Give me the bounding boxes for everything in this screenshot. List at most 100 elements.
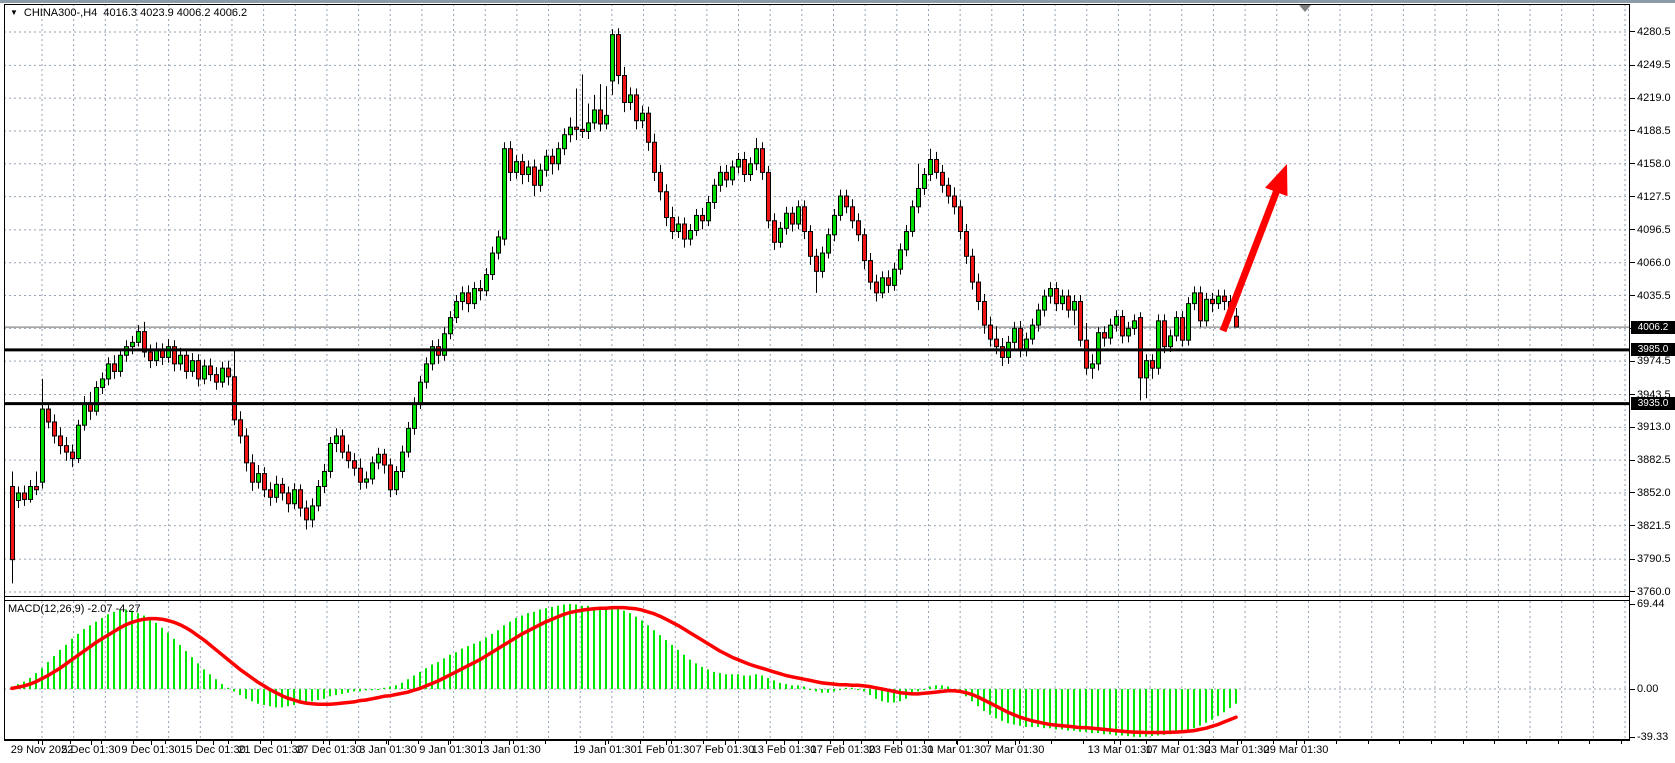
candle-bearish[interactable]: [622, 75, 627, 103]
candle-bearish[interactable]: [34, 486, 39, 491]
candle-bullish[interactable]: [130, 341, 135, 348]
candle-bullish[interactable]: [1048, 288, 1053, 297]
candle-bullish[interactable]: [718, 171, 723, 186]
candle-bullish[interactable]: [412, 403, 417, 429]
candle-bullish[interactable]: [400, 451, 405, 472]
candle-bearish[interactable]: [766, 171, 771, 222]
candle-bearish[interactable]: [862, 234, 867, 262]
candle-bearish[interactable]: [634, 94, 639, 122]
candle-bullish[interactable]: [1030, 324, 1035, 340]
candle-bearish[interactable]: [1234, 315, 1239, 328]
candle-bearish[interactable]: [940, 171, 945, 186]
candle-bullish[interactable]: [1156, 320, 1161, 369]
candle-bullish[interactable]: [604, 114, 609, 125]
candle-bullish[interactable]: [1108, 324, 1113, 339]
candle-bearish[interactable]: [520, 161, 525, 176]
candle-bullish[interactable]: [1036, 309, 1041, 326]
candle-bearish[interactable]: [682, 223, 687, 240]
candle-bullish[interactable]: [166, 346, 171, 358]
candle-bearish[interactable]: [226, 367, 231, 378]
candle-bearish[interactable]: [46, 408, 51, 423]
candle-bearish[interactable]: [856, 220, 861, 236]
candle-bearish[interactable]: [724, 171, 729, 181]
candle-bullish[interactable]: [610, 34, 615, 82]
candle-bearish[interactable]: [1102, 332, 1107, 339]
candle-bullish[interactable]: [82, 403, 87, 426]
candle-bullish[interactable]: [364, 478, 369, 483]
candle-bearish[interactable]: [214, 374, 219, 383]
candle-bearish[interactable]: [976, 281, 981, 302]
candle-bearish[interactable]: [184, 354, 189, 372]
candle-bearish[interactable]: [886, 277, 891, 286]
candle-bullish[interactable]: [76, 424, 81, 460]
candle-bullish[interactable]: [922, 174, 927, 190]
candle-bullish[interactable]: [568, 126, 573, 136]
price-chart-canvas[interactable]: [4, 4, 1630, 596]
candle-bullish[interactable]: [316, 486, 321, 507]
candle-bearish[interactable]: [196, 360, 201, 380]
candle-bullish[interactable]: [1192, 292, 1197, 305]
candle-bearish[interactable]: [1222, 295, 1227, 302]
candle-bearish[interactable]: [1078, 300, 1083, 341]
candle-bullish[interactable]: [94, 387, 99, 412]
candle-bearish[interactable]: [616, 34, 621, 77]
candle-bearish[interactable]: [1162, 320, 1167, 348]
chart-shift-marker-icon[interactable]: [1299, 5, 1311, 12]
candle-bearish[interactable]: [382, 453, 387, 466]
candle-bullish[interactable]: [1204, 298, 1209, 322]
candle-bearish[interactable]: [574, 126, 579, 130]
candle-bearish[interactable]: [478, 288, 483, 292]
candle-bullish[interactable]: [1090, 363, 1095, 369]
candle-bullish[interactable]: [454, 300, 459, 319]
candle-bearish[interactable]: [532, 166, 537, 186]
symbol-dropdown-icon[interactable]: ▼: [10, 8, 18, 17]
candle-bullish[interactable]: [880, 277, 885, 294]
candle-bearish[interactable]: [1054, 288, 1059, 305]
candle-bearish[interactable]: [1228, 300, 1233, 315]
candle-bullish[interactable]: [832, 214, 837, 236]
candle-bearish[interactable]: [148, 351, 153, 362]
candle-bullish[interactable]: [754, 148, 759, 165]
candle-bearish[interactable]: [58, 435, 63, 447]
candle-bearish[interactable]: [982, 300, 987, 326]
candle-bullish[interactable]: [1144, 360, 1149, 379]
candle-bearish[interactable]: [232, 376, 237, 421]
candle-bearish[interactable]: [238, 419, 243, 437]
candle-bullish[interactable]: [676, 223, 681, 233]
candle-bearish[interactable]: [790, 212, 795, 225]
candle-bullish[interactable]: [328, 442, 333, 472]
candle-bearish[interactable]: [298, 489, 303, 509]
candle-bullish[interactable]: [154, 349, 159, 362]
candle-bearish[interactable]: [988, 324, 993, 340]
candle-bearish[interactable]: [700, 214, 705, 222]
candle-bearish[interactable]: [262, 473, 267, 491]
candle-bearish[interactable]: [760, 148, 765, 173]
candle-bearish[interactable]: [280, 483, 285, 494]
candle-bullish[interactable]: [1114, 316, 1119, 326]
candle-bearish[interactable]: [850, 206, 855, 222]
candle-bearish[interactable]: [934, 158, 939, 173]
candle-bullish[interactable]: [730, 166, 735, 181]
candle-bearish[interactable]: [22, 492, 27, 500]
candle-bullish[interactable]: [892, 268, 897, 286]
candle-bullish[interactable]: [898, 249, 903, 270]
candle-bullish[interactable]: [370, 462, 375, 480]
macd-indicator-canvas[interactable]: [4, 601, 1630, 740]
candle-bearish[interactable]: [286, 492, 291, 505]
candle-bearish[interactable]: [208, 365, 213, 376]
candle-bullish[interactable]: [826, 234, 831, 254]
candle-bullish[interactable]: [514, 161, 519, 173]
candle-bullish[interactable]: [1042, 295, 1047, 311]
candle-bearish[interactable]: [994, 338, 999, 348]
candle-bullish[interactable]: [916, 188, 921, 208]
candle-bearish[interactable]: [742, 158, 747, 176]
candle-bullish[interactable]: [820, 252, 825, 272]
candle-bullish[interactable]: [586, 122, 591, 132]
candle-bullish[interactable]: [592, 109, 597, 124]
candle-bullish[interactable]: [178, 354, 183, 365]
candle-bearish[interactable]: [340, 435, 345, 453]
candle-bearish[interactable]: [598, 109, 603, 125]
candle-bearish[interactable]: [1120, 316, 1125, 337]
candle-bearish[interactable]: [250, 462, 255, 483]
candle-bullish[interactable]: [538, 169, 543, 186]
